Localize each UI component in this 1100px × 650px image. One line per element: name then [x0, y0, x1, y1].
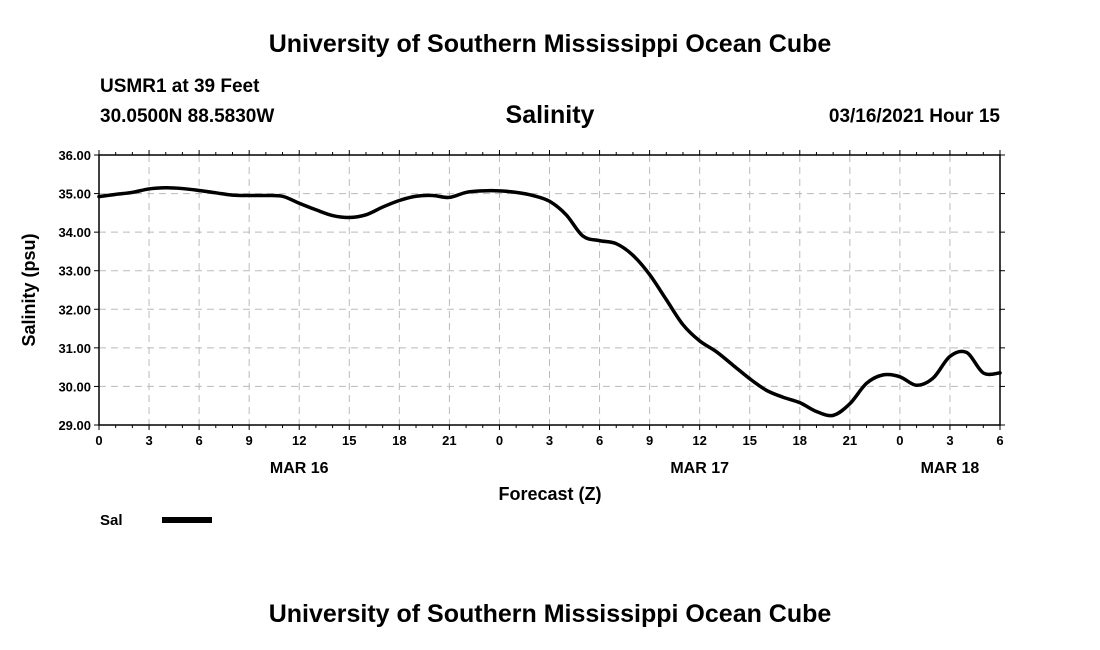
- x-tick-label: 0: [95, 433, 102, 448]
- x-tick-label: 6: [996, 433, 1003, 448]
- station-label: USMR1 at 39 Feet: [100, 76, 260, 97]
- salinity-series-line: [97, 186, 1002, 418]
- x-axis-title: Forecast (Z): [498, 484, 601, 504]
- y-tick-label: 33.00: [58, 264, 91, 279]
- x-tick-label: 6: [195, 433, 202, 448]
- day-label: MAR 18: [921, 460, 980, 477]
- bottom-title: University of Southern Mississippi Ocean…: [268, 600, 832, 628]
- legend-label: Sal: [100, 512, 123, 529]
- x-tick-label: 12: [692, 433, 706, 448]
- x-tick-label: 15: [342, 433, 356, 448]
- legend: Sal: [100, 512, 212, 529]
- plot-frame: [98, 154, 1001, 426]
- day-label: MAR 17: [670, 460, 729, 477]
- x-tick-label: 9: [246, 433, 253, 448]
- y-tick-label: 35.00: [58, 187, 91, 202]
- x-tick-label: 0: [896, 433, 903, 448]
- x-tick-label: 12: [292, 433, 306, 448]
- x-tick-label: 6: [596, 433, 603, 448]
- station-coordinates: 30.0500N 88.5830W: [100, 106, 275, 127]
- y-tick-label: 30.00: [58, 379, 91, 394]
- x-tick-label: 21: [843, 433, 857, 448]
- chart-title: Salinity: [505, 101, 595, 129]
- y-axis-title: Salinity (psu): [19, 233, 39, 346]
- x-tick-label: 9: [646, 433, 653, 448]
- y-tick-label: 34.00: [58, 225, 91, 240]
- y-tick-label: 29.00: [58, 418, 91, 433]
- forecast-datetime: 03/16/2021 Hour 15: [828, 106, 1000, 127]
- x-tick-label: 3: [946, 433, 953, 448]
- y-tick-label: 32.00: [58, 302, 91, 317]
- x-tick-label: 0: [496, 433, 503, 448]
- top-title: University of Southern Mississippi Ocean…: [268, 30, 832, 58]
- x-tick-label: 18: [793, 433, 807, 448]
- y-tick-label: 31.00: [58, 341, 91, 356]
- day-label: MAR 16: [270, 460, 329, 477]
- x-tick-label: 15: [742, 433, 756, 448]
- x-tick-label: 3: [546, 433, 553, 448]
- x-tick-label: 3: [145, 433, 152, 448]
- ticks-layer: 29.00 30.00 31.00 32.00 33.00 34.00 35.00 36.00…: [58, 148, 1005, 477]
- y-tick-label: 36.00: [58, 148, 91, 163]
- x-tick-label: 21: [442, 433, 456, 448]
- x-tick-label: 18: [392, 433, 406, 448]
- grid-layer: [99, 155, 1000, 425]
